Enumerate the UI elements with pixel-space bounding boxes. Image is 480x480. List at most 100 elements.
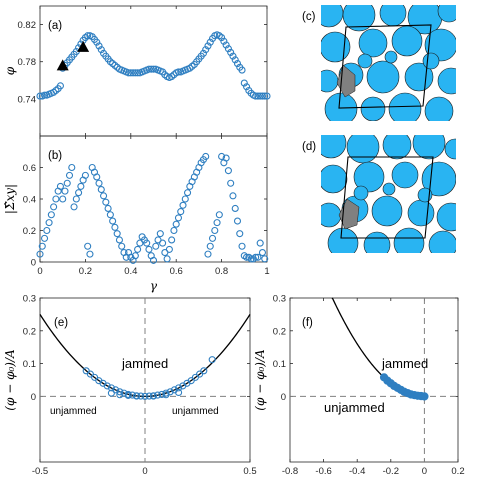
snapshot-d-disk (327, 227, 359, 253)
annotation-unjammed-e-left: unjammed (50, 406, 97, 417)
data-point-b (97, 186, 105, 194)
data-point-b (59, 195, 67, 203)
y-tick-label-a: 0.74 (18, 94, 37, 105)
snapshot-d-disk (436, 202, 456, 232)
snapshot-d-disk (393, 227, 425, 253)
data-point-b (109, 217, 117, 225)
data-point-b (65, 171, 74, 179)
series-e (82, 356, 216, 400)
snapshot-d-disk (428, 230, 456, 253)
data-point-b (208, 234, 217, 242)
data-point-a (206, 38, 214, 46)
data-point-b (38, 242, 46, 250)
axes-frame-f (289, 297, 459, 463)
data-point-b (163, 255, 171, 263)
data-point-b (84, 242, 92, 250)
data-point-b (77, 182, 85, 190)
data-point-e (175, 384, 183, 392)
snapshot-c-disk (321, 5, 344, 28)
y-tick-label-b: 0.4 (23, 195, 36, 206)
snapshot-c-disk (422, 52, 440, 70)
packing-snapshots (321, 5, 456, 253)
data-point-a (134, 69, 142, 77)
annotation-jammed-f: jammed (381, 356, 428, 371)
data-point-b (115, 236, 123, 244)
snapshot-c-disk (321, 69, 339, 93)
snapshot-c-disk (424, 96, 454, 121)
y-tick-label-a: 0.82 (18, 20, 37, 31)
data-point-a (218, 34, 226, 42)
data-point-e (200, 367, 208, 375)
data-point-a (220, 37, 228, 45)
data-point-b (63, 179, 71, 187)
y-tick-label-f: 0.1 (273, 359, 286, 370)
snapshot-d-disk (363, 231, 391, 253)
y-tick-label-b: 0.2 (23, 226, 36, 237)
annotation-jammed-e: jammed (121, 356, 168, 371)
snapshot-c-disk (384, 50, 398, 64)
y-tick-label-f: 0.3 (273, 294, 286, 305)
data-point-a (36, 92, 44, 100)
data-point-b (45, 219, 53, 227)
data-point-b (75, 189, 83, 197)
data-point-a (127, 69, 135, 77)
y-axis-title-e: (φ − φ₀)/A (3, 349, 17, 411)
data-point-a (131, 69, 139, 77)
data-point-b (165, 245, 173, 253)
snapshot-d-disk (382, 135, 412, 160)
x-tick-label-f: -0.2 (383, 466, 399, 477)
data-point-a (149, 65, 158, 73)
data-marks-layer (36, 31, 458, 462)
data-point-e (103, 382, 111, 390)
data-point-b (50, 203, 58, 211)
y-tick-label-a: 0.78 (18, 57, 37, 68)
snapshot-d-disk (391, 161, 419, 189)
data-point-a (261, 92, 269, 100)
data-point-a (145, 65, 153, 73)
snapshot-c-cell-boundary (338, 24, 432, 109)
triangle-marker-a (56, 59, 69, 71)
data-point-b (156, 230, 164, 238)
data-point-b (233, 217, 242, 225)
data-point-e (141, 392, 149, 400)
data-point-b (159, 239, 167, 247)
data-point-b (145, 245, 153, 253)
data-point-a (52, 86, 60, 95)
data-point-a (168, 73, 176, 81)
snapshot-d-disk (353, 161, 385, 193)
data-point-e (149, 392, 157, 400)
panel-label-a: (a) (48, 20, 62, 32)
snapshot-d-disk (444, 138, 456, 160)
x-tick-label-f: -0.8 (282, 466, 298, 477)
data-point-b (152, 242, 160, 250)
data-point-a (188, 62, 196, 70)
series-b (36, 152, 269, 264)
data-point-b (174, 214, 183, 222)
fit-f (290, 297, 458, 462)
y-tick-label-e: 0.3 (23, 294, 36, 305)
series-f (379, 373, 429, 401)
data-point-e (137, 392, 145, 400)
fit-e (39, 298, 251, 462)
data-point-a (233, 60, 242, 68)
data-point-b (102, 198, 110, 206)
snapshot-d-disk (371, 195, 403, 227)
data-point-b (222, 154, 230, 162)
x-tick-label-b: 0.4 (124, 266, 137, 277)
snapshot-c-disk (404, 62, 434, 92)
data-point-e (107, 389, 115, 397)
x-tick-label-b: 0 (37, 266, 42, 277)
data-point-b (229, 192, 237, 200)
data-point-a (240, 79, 248, 87)
data-point-b (211, 226, 219, 235)
data-point-b (202, 152, 210, 161)
axes-layer: 0.74 0.78 0.82 φ 0 0.2 0.4 0.6 0.8 1 0 0.2 0.4 0.6 γ |Σ… (3, 5, 465, 480)
data-point-b (134, 245, 142, 253)
data-point-b (206, 242, 214, 250)
text-layer: (a) (b) (c) (d) (e) (f) jammed unjammed … (48, 11, 428, 417)
panel-label-e: (e) (54, 317, 68, 329)
data-point-b (68, 163, 76, 172)
data-point-e (133, 392, 141, 400)
data-point-b (168, 236, 176, 244)
x-tick-label-e: -0.5 (32, 466, 48, 477)
